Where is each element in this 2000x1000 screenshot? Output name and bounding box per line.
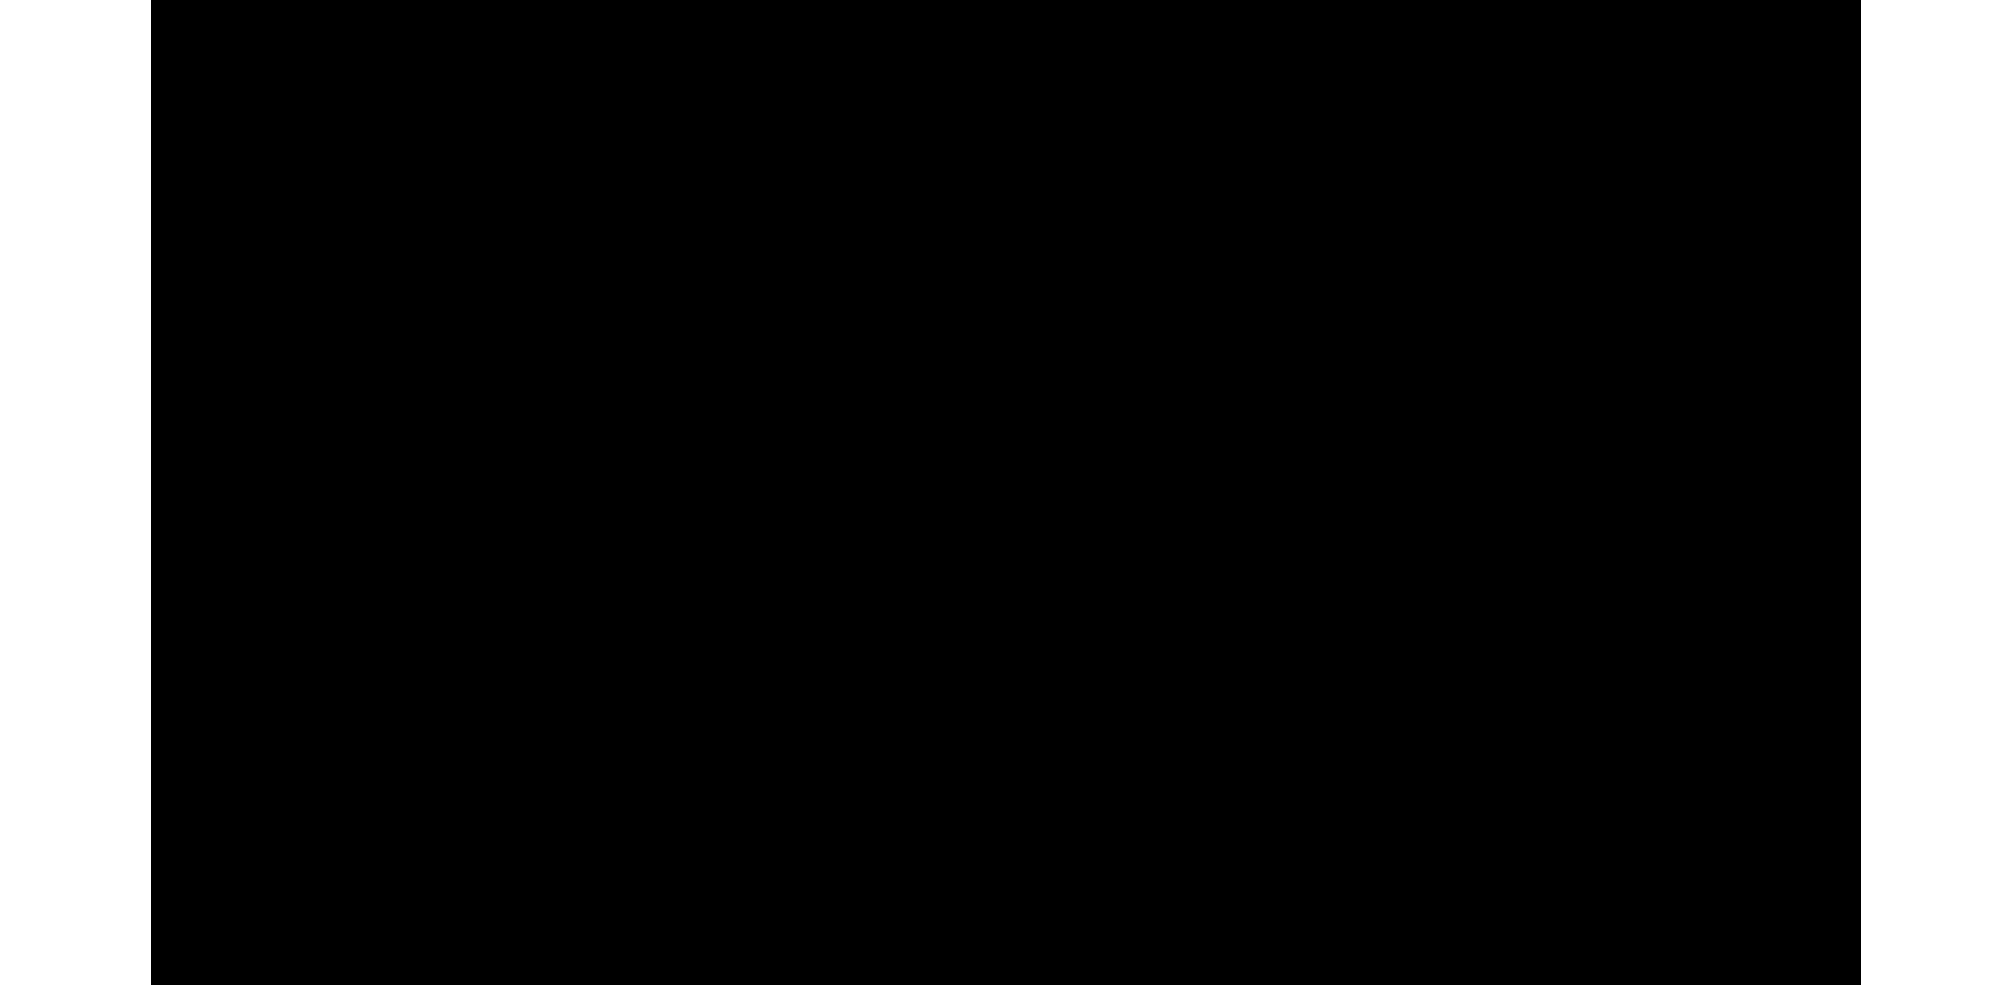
word-cloud bbox=[151, 0, 1861, 985]
word-cloud-background bbox=[151, 0, 1861, 985]
